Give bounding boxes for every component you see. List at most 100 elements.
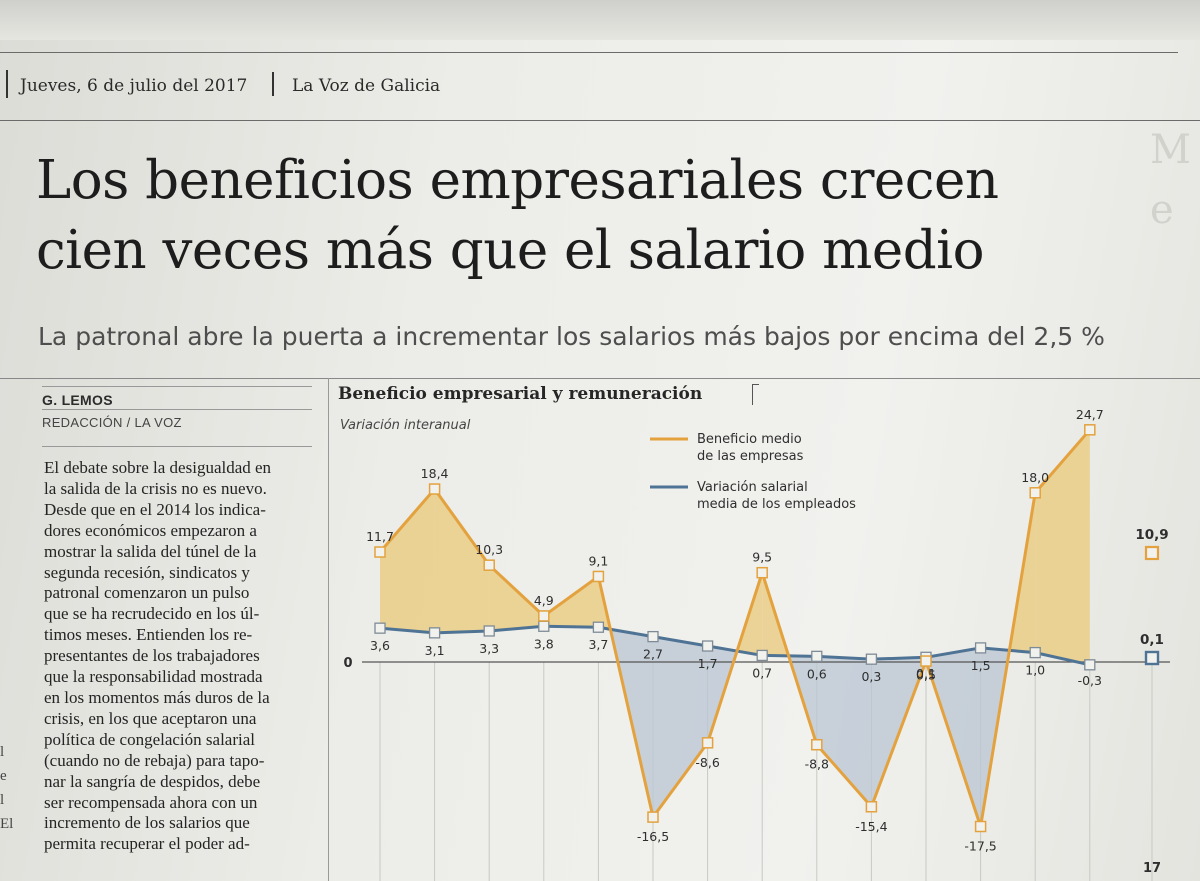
salary-point — [483, 625, 495, 637]
salary-data-label: 3,8 — [534, 636, 554, 651]
area-fill — [816, 656, 872, 807]
profit-point — [1029, 487, 1041, 499]
byline-rule — [42, 386, 312, 387]
profit-data-label: 11,7 — [366, 529, 394, 544]
salary-data-label: 2,7 — [643, 647, 663, 662]
profit-point — [483, 559, 495, 571]
legend-label-profit-2: de las empresas — [697, 449, 804, 464]
body-line: timos meses. Entienden los re- — [44, 625, 253, 645]
author: G. LEMOS — [42, 392, 113, 408]
salary-data-label: 3,6 — [370, 638, 390, 653]
zero-tick-label: 0 — [343, 656, 352, 671]
profit-point — [428, 483, 441, 495]
headline: Los beneficios empresariales crecen cien… — [36, 146, 1176, 286]
salary-data-label: 3,7 — [588, 637, 608, 652]
header-separator — [272, 72, 274, 96]
profit-point — [701, 737, 714, 749]
body-line: segunda recesión, sindicatos y — [44, 562, 250, 582]
profit-point — [974, 820, 987, 833]
salary-series-line — [379, 624, 1091, 667]
legend-label-salary: Variación salarial — [697, 480, 808, 495]
area-fill — [380, 489, 435, 633]
chart-subtitle: Variación interanual — [340, 418, 471, 433]
body-line: en los momentos más duros de la — [44, 687, 270, 707]
legend-label-profit: Beneficio medio — [697, 432, 802, 447]
desk-rule — [42, 446, 312, 447]
body-line: El debate sobre la desigualdad en — [44, 458, 272, 477]
issue-date: Jueves, 6 de julio del 2017 — [20, 76, 248, 96]
salary-data-label: -0,3 — [1078, 673, 1102, 688]
body-line: mostrar la salida del túnel de la — [44, 541, 257, 561]
salary-data-label: 0,7 — [752, 665, 772, 680]
newspaper-name: La Voz de Galicia — [292, 76, 441, 96]
salary-data-label: 3,1 — [425, 643, 445, 658]
salary-point — [756, 649, 768, 662]
profit-data-label: -8,6 — [695, 755, 719, 770]
profit-point — [374, 546, 386, 558]
salary-point — [1084, 659, 1096, 671]
legend-label-salary-2: media de los empleados — [697, 497, 856, 512]
subhead-rule — [0, 378, 1200, 379]
year-label: 17 — [1143, 861, 1161, 876]
profit-data-label: 9,5 — [752, 550, 772, 565]
salary-final-label: 0,1 — [1140, 632, 1164, 648]
salary-point — [865, 653, 878, 665]
body-line: permita recuperar el poder ad- — [44, 834, 250, 854]
profit-data-label: 0,1 — [916, 666, 936, 681]
salary-point — [811, 650, 823, 663]
subheadline: La patronal abre la puerta a incrementar… — [38, 322, 1105, 351]
area-fill — [653, 636, 708, 818]
salary-data-label: 1,7 — [698, 656, 718, 671]
chart-title: Beneficio empresarial y remuneración — [338, 384, 703, 404]
profit-point — [865, 801, 878, 813]
header-rule — [0, 120, 1200, 121]
profit-final-label: 10,9 — [1135, 527, 1168, 543]
profit-point — [538, 610, 550, 622]
profit-point — [811, 738, 823, 751]
headline-line-1: Los beneficios empresariales crecen — [36, 150, 999, 211]
profit-point — [756, 566, 768, 579]
profit-data-label: 24,7 — [1076, 407, 1104, 422]
margin-glyph: l — [0, 744, 5, 760]
margin-glyph: El — [0, 816, 14, 832]
salary-point — [974, 642, 987, 654]
salary-point — [1029, 646, 1041, 659]
headline-line-2: cien veces más que el salario medio — [36, 220, 985, 281]
body-line: patronal comenzaron un pulso — [44, 583, 250, 603]
salary-data-label: 0,3 — [861, 669, 881, 684]
salary-point — [538, 620, 550, 632]
profit-data-label: -15,4 — [855, 819, 887, 834]
byline-rule-2 — [42, 409, 312, 410]
salary-final-point — [1144, 650, 1160, 666]
salary-data-label: 1,0 — [1025, 663, 1045, 678]
body-line: incremento de los salarios que — [44, 813, 250, 833]
top-rule — [0, 52, 1178, 53]
profit-data-label: 18,0 — [1021, 470, 1049, 485]
body-line: nar la sangría de despidos, debe — [44, 771, 261, 791]
area-fill — [434, 489, 490, 633]
body-line: política de congelación salarial — [44, 729, 255, 749]
salary-data-label: 3,3 — [479, 641, 499, 656]
salary-data-label: 0,6 — [807, 666, 827, 681]
profit-final-point — [1144, 545, 1160, 561]
body-line: crisis, en los que aceptaron una — [44, 708, 257, 728]
profit-point — [920, 655, 932, 667]
salary-point — [428, 627, 441, 639]
body-line: ser recompensada ahora con un — [44, 792, 258, 812]
margin-text-fragments: l e l El — [0, 740, 13, 836]
page-fold-shadow — [0, 0, 1200, 40]
body-line: la salida de la crisis no es nuevo. — [44, 478, 267, 498]
title-bracket — [752, 384, 759, 405]
desk: REDACCIÓN / LA VOZ — [42, 415, 182, 430]
article-body: El debate sobre la desigualdad en la sali… — [44, 458, 324, 855]
left-edge-rule — [6, 70, 8, 98]
body-line: Desde que en el 2014 los indica- — [44, 499, 266, 519]
salary-point — [592, 621, 605, 633]
profit-data-label: 18,4 — [421, 466, 449, 481]
profit-data-label: -16,5 — [637, 829, 669, 844]
margin-glyph: e — [0, 768, 7, 784]
area-fill — [1035, 429, 1090, 665]
profit-data-label: 4,9 — [534, 593, 554, 608]
